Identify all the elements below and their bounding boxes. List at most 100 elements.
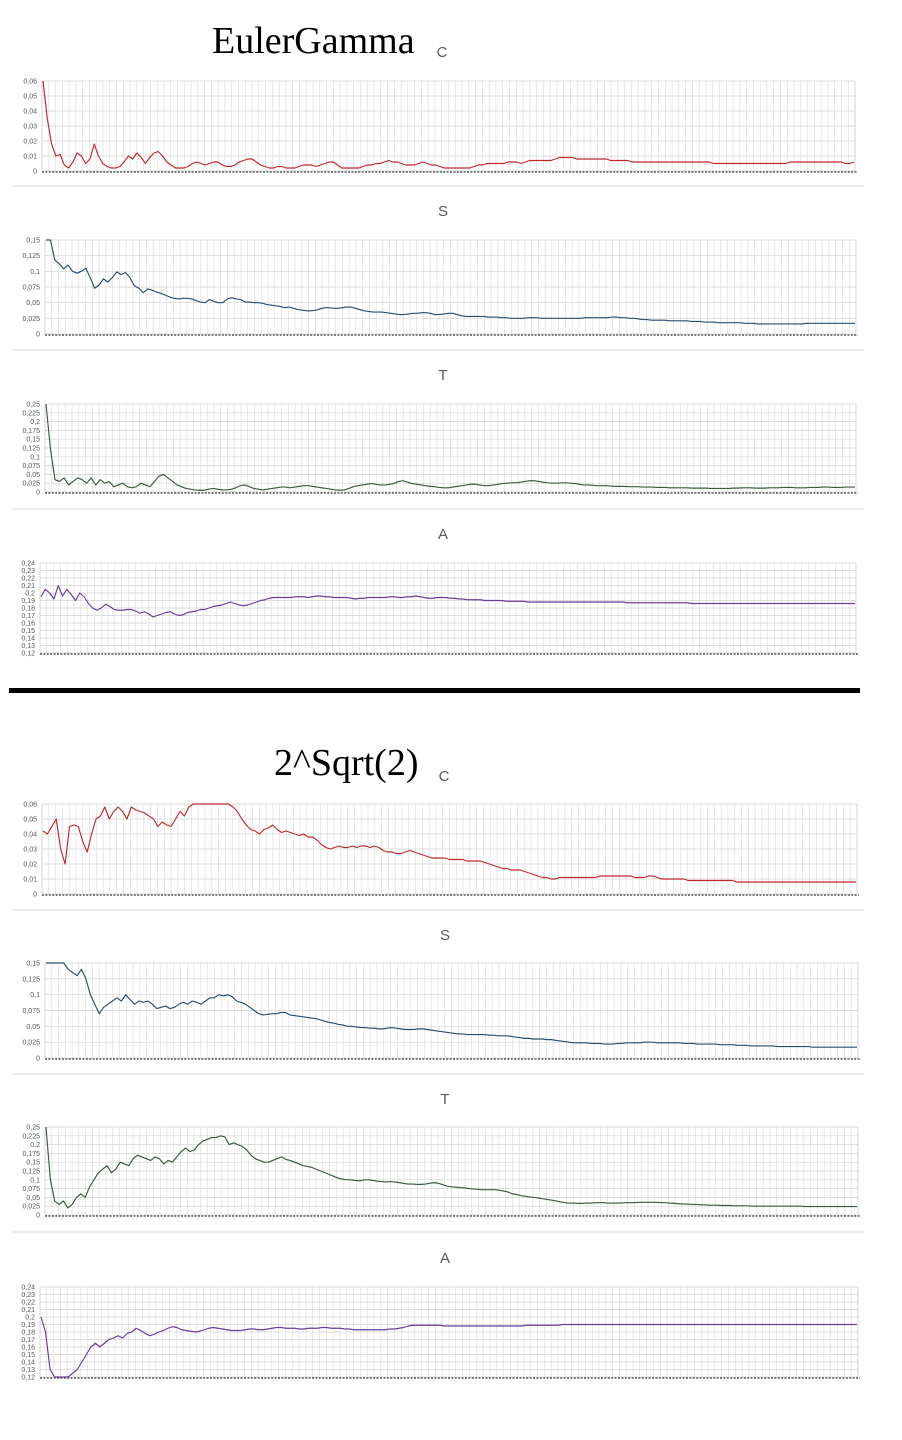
y-tick-label: 0,15 (26, 238, 40, 245)
y-tick-label: 0,24 (21, 1285, 35, 1292)
chart-sqrt2-a: 0,120,130,140,150,160,170,180,190,20,210… (21, 1250, 860, 1382)
y-tick-label: 0,15 (26, 1160, 40, 1167)
chart-euler-t: 0 0,025 0,05 0,075 0,10,125 0,15 0,175 0,2 0,225… (12, 367, 864, 510)
chart-title: C (439, 768, 450, 785)
y-tick-label: 0,06 (23, 802, 37, 809)
y-tick-label: 0,21 (21, 1307, 35, 1314)
chart-euler-c: 0 0,01 0,02 0,03 0,04 0,05 0,06 C (12, 44, 864, 187)
chart-title: T (440, 1091, 449, 1108)
y-tick-label: 0,05 (26, 1024, 40, 1031)
y-tick-label: 0,13 (21, 1367, 35, 1374)
y-tick-label: 0,025 (22, 1204, 40, 1211)
y-tick-label: 0,02 (23, 139, 37, 146)
y-tick-label: 0,05 (23, 817, 37, 824)
y-tick-label: 0 (36, 332, 40, 339)
section-title-2-sqrt-2: 2^Sqrt(2) (274, 742, 419, 784)
chart-title: A (438, 526, 448, 543)
y-tick-label: 0,025 (22, 316, 40, 323)
y-tick-label: 0,2 (25, 591, 35, 598)
section-divider (9, 688, 860, 693)
y-tick-label: 0,1 (30, 269, 40, 276)
y-tick-label: 0,075 (22, 1008, 40, 1015)
y-tick-label: 0,14 (21, 636, 35, 643)
y-tick-label: 0,18 (21, 1330, 35, 1337)
y-tick-label: 0,05 (23, 94, 37, 101)
y-tick-label: 0,23 (21, 568, 35, 575)
y-tick-label: 0,125 (22, 1169, 40, 1176)
y-tick-label: 0,1 (30, 1177, 40, 1184)
y-tick-label: 0,13 (21, 643, 35, 650)
series-line (45, 403, 855, 491)
series-line (46, 239, 855, 325)
chart-title: C (437, 44, 448, 61)
y-tick-label: 0,25 (26, 402, 40, 409)
y-tick-label: 0 (36, 1213, 40, 1220)
y-tick-label: 0 (33, 892, 37, 899)
y-tick-label: 0,05 (26, 300, 40, 307)
y-tick-label: 0,2 (30, 1142, 40, 1149)
y-tick-label: 0,05 (26, 1195, 40, 1202)
y-tick-label: 0,14 (21, 1360, 35, 1367)
y-tick-label: 0,19 (21, 1322, 35, 1329)
y-tick-label: 0 (33, 169, 37, 176)
y-tick-label: 0,22 (21, 576, 35, 583)
y-tick-label: 0,12 (21, 651, 35, 658)
y-tick-label: 0,175 (22, 428, 40, 435)
y-tick-label: 0,02 (23, 862, 37, 869)
series-line (46, 962, 857, 1048)
y-tick-label: 0,03 (23, 124, 37, 131)
y-tick-label: 0,025 (22, 1040, 40, 1047)
y-tick-label: 0,25 (26, 1125, 40, 1132)
y-tick-label: 0 (36, 490, 40, 497)
y-tick-label: 0,15 (21, 628, 35, 635)
series-line (40, 1316, 857, 1378)
y-tick-label: 0,025 (22, 481, 40, 488)
y-tick-label: 0,225 (22, 410, 40, 417)
y-tick-label: 0,15 (21, 1352, 35, 1359)
y-tick-label: 0,125 (22, 976, 40, 983)
series-line (40, 584, 855, 618)
chart-title: A (440, 1250, 450, 1267)
chart-title: S (440, 927, 450, 944)
y-tick-label: 0,16 (21, 621, 35, 628)
section-title-euler-gamma: EulerGamma (212, 20, 415, 62)
y-tick-label: 0,03 (23, 847, 37, 854)
y-tick-label: 0,075 (22, 285, 40, 292)
y-tick-label: 0,125 (22, 446, 40, 453)
y-tick-label: 0 (36, 1056, 40, 1063)
chart-title: T (438, 367, 447, 384)
chart-sqrt2-s: 0 0,025 0,05 0,075 0,1 0,125 0,15 S (12, 927, 864, 1075)
series-line (45, 1126, 857, 1209)
chart-title: S (438, 203, 448, 220)
y-tick-label: 0,04 (23, 109, 37, 116)
y-tick-label: 0,24 (21, 561, 35, 568)
chart-euler-a: 0,120,130,140,150,160,170,180,190,20,210… (21, 526, 858, 658)
y-tick-label: 0,15 (26, 437, 40, 444)
y-tick-label: 0,04 (23, 832, 37, 839)
y-tick-label: 0,16 (21, 1345, 35, 1352)
y-tick-label: 0,01 (23, 154, 37, 161)
series-line (42, 80, 855, 169)
y-tick-label: 0,23 (21, 1292, 35, 1299)
y-tick-label: 0,17 (21, 613, 35, 620)
y-tick-label: 0,22 (21, 1300, 35, 1307)
y-tick-label: 0,1 (30, 454, 40, 461)
y-tick-label: 0,17 (21, 1337, 35, 1344)
y-tick-label: 0,05 (26, 472, 40, 479)
y-tick-label: 0,06 (23, 79, 37, 86)
y-tick-label: 0,1 (30, 992, 40, 999)
chart-euler-s: 0 0,025 0,05 0,075 0,1 0,125 0,15 S (12, 203, 864, 351)
y-tick-label: 0,12 (21, 1375, 35, 1382)
y-tick-label: 0,075 (22, 463, 40, 470)
y-tick-label: 0,2 (25, 1315, 35, 1322)
y-tick-label: 0,125 (22, 253, 40, 260)
y-tick-label: 0,15 (26, 961, 40, 968)
y-tick-label: 0,21 (21, 583, 35, 590)
y-tick-label: 0,225 (22, 1133, 40, 1140)
chart-sqrt2-c: 0 0,01 0,02 0,03 0,04 0,05 0,06 C (12, 768, 864, 911)
y-tick-label: 0,075 (22, 1186, 40, 1193)
y-tick-label: 0,2 (30, 419, 40, 426)
y-tick-label: 0,01 (23, 877, 37, 884)
y-tick-label: 0,19 (21, 598, 35, 605)
